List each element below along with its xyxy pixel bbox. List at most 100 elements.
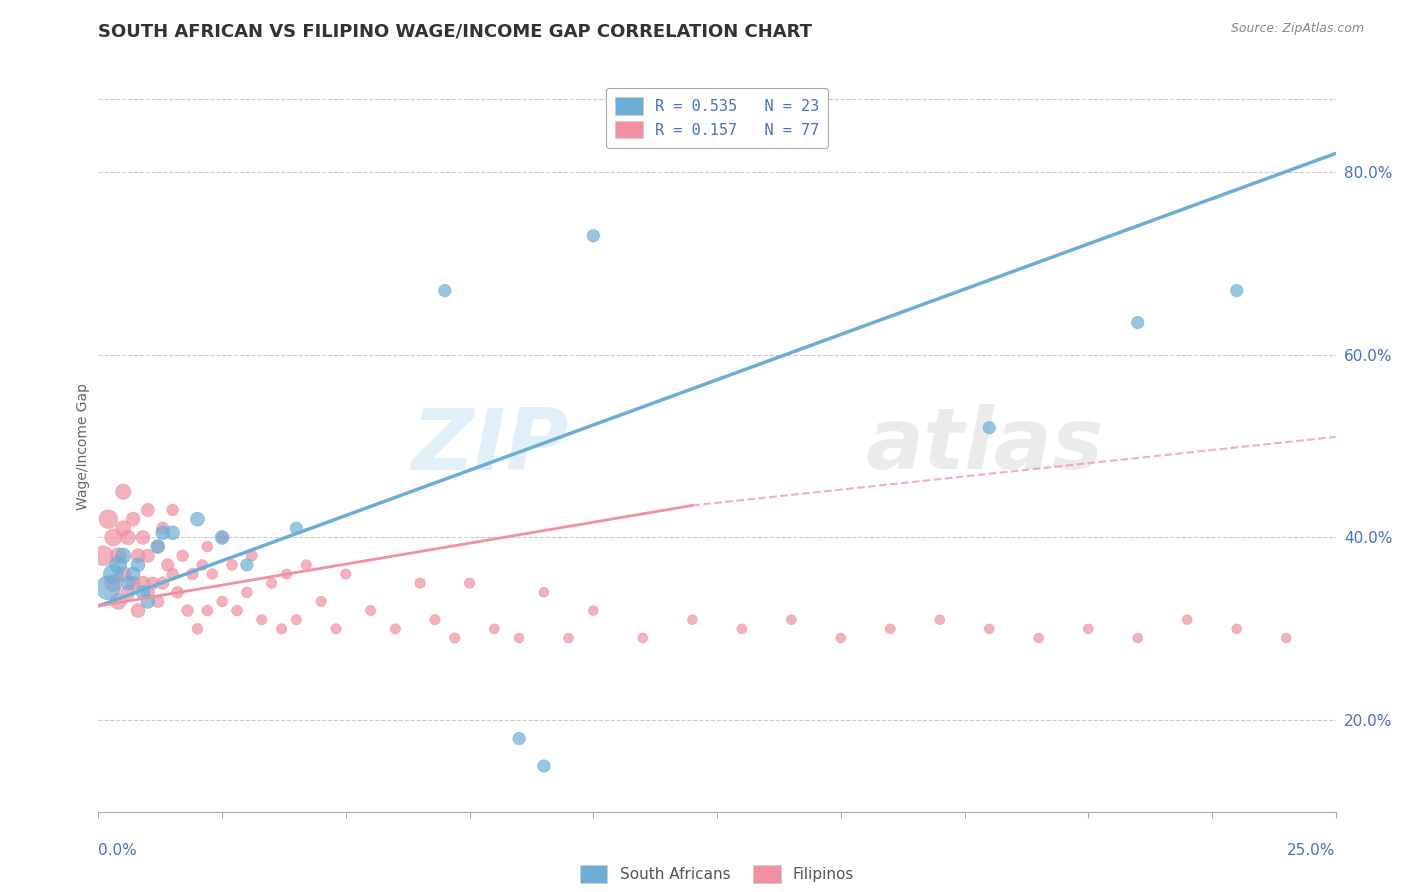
Point: [557, 631, 579, 645]
Point: [631, 631, 654, 645]
Point: [103, 567, 125, 582]
Point: [117, 576, 139, 591]
Point: [136, 594, 159, 608]
Point: [112, 567, 135, 582]
Point: [166, 585, 188, 599]
Y-axis label: Wage/Income Gap: Wage/Income Gap: [76, 383, 90, 509]
Point: [236, 558, 259, 572]
Point: [107, 594, 129, 608]
Point: [1226, 284, 1249, 298]
Point: [384, 622, 406, 636]
Point: [136, 585, 159, 599]
Point: [211, 594, 233, 608]
Point: [112, 484, 135, 499]
Point: [181, 567, 204, 582]
Point: [1275, 631, 1298, 645]
Point: [221, 558, 243, 572]
Point: [146, 540, 169, 554]
Point: [928, 613, 950, 627]
Point: [211, 530, 233, 544]
Point: [508, 731, 530, 746]
Point: [285, 521, 308, 535]
Point: [295, 558, 318, 572]
Point: [136, 503, 159, 517]
Text: 25.0%: 25.0%: [1288, 843, 1336, 858]
Point: [270, 622, 292, 636]
Point: [112, 549, 135, 563]
Text: ZIP: ZIP: [411, 404, 568, 488]
Point: [582, 228, 605, 243]
Point: [879, 622, 901, 636]
Point: [1126, 316, 1149, 330]
Point: [152, 576, 174, 591]
Point: [533, 759, 555, 773]
Point: [1077, 622, 1099, 636]
Point: [260, 576, 283, 591]
Point: [127, 603, 149, 617]
Point: [156, 558, 179, 572]
Point: [226, 603, 249, 617]
Point: [191, 558, 214, 572]
Point: [93, 549, 115, 563]
Point: [360, 603, 382, 617]
Point: [681, 613, 703, 627]
Point: [443, 631, 465, 645]
Point: [152, 521, 174, 535]
Point: [132, 585, 155, 599]
Point: [433, 284, 456, 298]
Point: [103, 530, 125, 544]
Point: [107, 558, 129, 572]
Point: [122, 512, 145, 526]
Point: [830, 631, 852, 645]
Point: [201, 567, 224, 582]
Point: [162, 567, 184, 582]
Point: [97, 512, 120, 526]
Point: [409, 576, 432, 591]
Point: [112, 521, 135, 535]
Text: 0.0%: 0.0%: [98, 843, 138, 858]
Point: [103, 576, 125, 591]
Point: [172, 549, 194, 563]
Point: [176, 603, 198, 617]
Point: [97, 581, 120, 595]
Point: [132, 576, 155, 591]
Point: [195, 603, 218, 617]
Point: [162, 503, 184, 517]
Point: [186, 512, 208, 526]
Point: [186, 622, 208, 636]
Legend: South Africans, Filipinos: South Africans, Filipinos: [571, 856, 863, 892]
Point: [979, 421, 1001, 435]
Point: [458, 576, 481, 591]
Point: [731, 622, 754, 636]
Point: [780, 613, 803, 627]
Text: SOUTH AFRICAN VS FILIPINO WAGE/INCOME GAP CORRELATION CHART: SOUTH AFRICAN VS FILIPINO WAGE/INCOME GA…: [98, 22, 813, 40]
Point: [309, 594, 332, 608]
Point: [142, 576, 165, 591]
Point: [335, 567, 357, 582]
Point: [250, 613, 273, 627]
Point: [1028, 631, 1050, 645]
Point: [276, 567, 298, 582]
Point: [1175, 613, 1198, 627]
Point: [1226, 622, 1249, 636]
Text: Source: ZipAtlas.com: Source: ZipAtlas.com: [1230, 22, 1364, 36]
Point: [484, 622, 506, 636]
Point: [117, 585, 139, 599]
Point: [136, 549, 159, 563]
Point: [146, 594, 169, 608]
Point: [423, 613, 446, 627]
Point: [122, 576, 145, 591]
Point: [533, 585, 555, 599]
Point: [195, 540, 218, 554]
Point: [162, 525, 184, 540]
Point: [127, 549, 149, 563]
Point: [979, 622, 1001, 636]
Point: [132, 530, 155, 544]
Point: [211, 530, 233, 544]
Point: [582, 603, 605, 617]
Point: [146, 540, 169, 554]
Point: [325, 622, 347, 636]
Point: [117, 530, 139, 544]
Text: atlas: atlas: [866, 404, 1104, 488]
Point: [240, 549, 263, 563]
